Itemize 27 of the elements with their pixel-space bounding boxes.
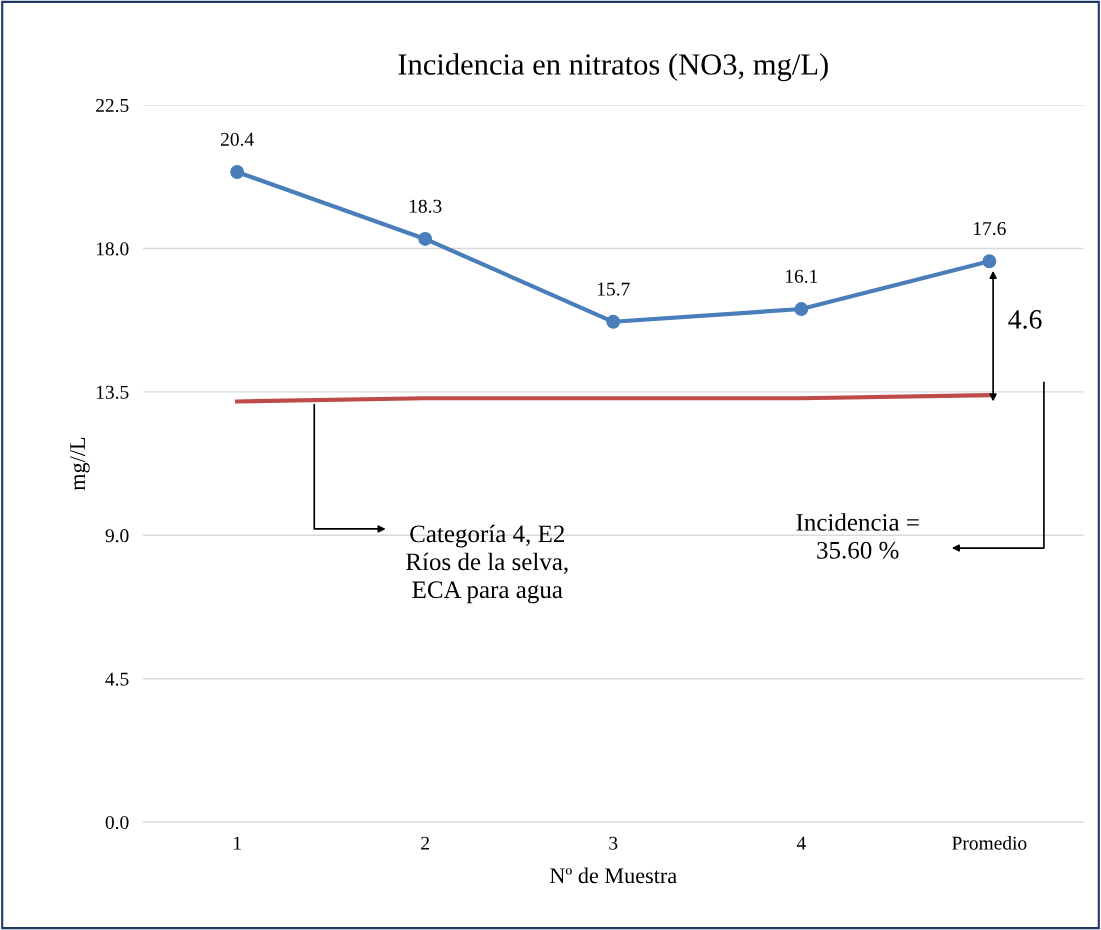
x-tick-label: 1	[234, 836, 241, 850]
data-label: 15.7	[597, 282, 630, 296]
x-tick-label: 2	[421, 836, 429, 850]
point	[982, 254, 997, 269]
x-tick-label: 4	[796, 836, 806, 850]
annotation: 4.6	[1008, 310, 1042, 329]
point	[606, 314, 621, 329]
point	[418, 231, 433, 246]
x-axis-title: Nº de Muestra	[549, 867, 677, 884]
y-tick-label: 22.5	[96, 98, 129, 113]
data-label: 17.6	[974, 222, 1006, 236]
y-tick-label: 13.5	[96, 385, 129, 399]
point	[794, 302, 809, 316]
data-label: 18.3	[409, 199, 442, 213]
y-tick-label: 18.0	[96, 242, 129, 256]
y-axis-title: mg//L	[70, 437, 90, 491]
annotation: Incidencia = 35.60 %	[796, 513, 919, 559]
y-tick-label: 4.5	[105, 672, 129, 686]
data-label: 20.4	[221, 132, 254, 146]
y-tick-label: 0.0	[105, 815, 129, 830]
annotation: Categoría 4, E2 Ríos de la selva, ECA para agua	[406, 524, 568, 604]
x-tick-label: 3	[609, 836, 618, 850]
x-tick-label: Promedio	[952, 836, 1027, 850]
y-tick-label: 9.0	[105, 529, 129, 543]
point	[230, 165, 245, 179]
data-label: 16.1	[786, 269, 818, 283]
chart-title: Incidencia en nitratos (NO3, mg/L)	[398, 53, 828, 82]
